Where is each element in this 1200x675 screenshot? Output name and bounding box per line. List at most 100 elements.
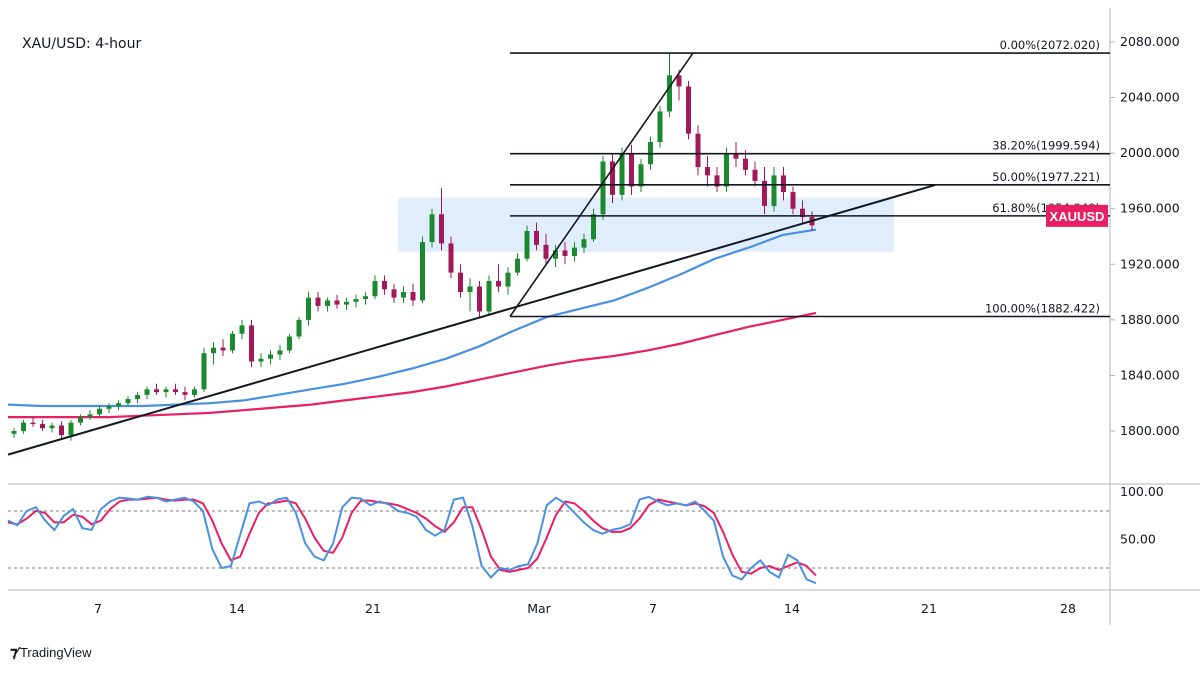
candle-body — [249, 325, 254, 362]
tradingview-logo: ⁊⁄ TradingView — [10, 643, 92, 661]
candle-body — [315, 297, 321, 306]
candle-body — [363, 296, 368, 300]
candle-body — [486, 280, 492, 312]
candle-body — [106, 405, 112, 409]
candle-body — [534, 230, 539, 245]
candle-body — [553, 250, 558, 259]
tradingview-logo-text: TradingView — [19, 644, 92, 660]
x-tick-label: Mar — [527, 601, 551, 616]
y-tick-label: 1880.000 — [1120, 312, 1180, 327]
candle-body — [781, 175, 786, 193]
x-tick-label: 14 — [784, 601, 800, 616]
candle-body — [733, 153, 739, 159]
candle-body — [458, 272, 463, 293]
candle-body — [724, 153, 729, 187]
candle-body — [230, 333, 235, 351]
oscillator-tick-label: 50.00 — [1120, 532, 1156, 547]
candle-body — [401, 292, 406, 298]
x-tick-label: 21 — [921, 601, 937, 616]
symbol-badge — [1046, 204, 1108, 227]
candle-body — [306, 297, 311, 320]
candle-body — [714, 175, 720, 187]
candle-body — [752, 169, 758, 181]
candle-body — [572, 247, 577, 256]
y-tick-label: 2000.000 — [1120, 145, 1180, 160]
fib-level-label: 38.20%(1999.594) — [992, 139, 1100, 153]
candle-body — [211, 347, 216, 354]
candle-body — [296, 319, 302, 337]
x-tick-label: 7 — [94, 601, 102, 616]
moving-average-line-1 — [7, 228, 817, 408]
x-tick-label: 7 — [649, 601, 657, 616]
candle-body — [743, 158, 748, 170]
candle-body — [30, 422, 36, 425]
candle-body — [173, 389, 178, 393]
candle-body — [239, 325, 245, 334]
candle-body — [439, 214, 444, 244]
candle-body — [686, 86, 691, 134]
candle-body — [695, 133, 701, 168]
support-zone — [398, 197, 894, 252]
y-tick-label: 2040.000 — [1120, 90, 1180, 105]
candle-body — [790, 192, 796, 209]
candle-body — [78, 417, 83, 423]
fib-level-label: 50.00%(1977.221) — [992, 170, 1100, 184]
chart-title: XAU/USD: 4-hour — [22, 36, 141, 52]
candle-body — [97, 408, 102, 415]
candle-body — [287, 336, 292, 351]
y-tick-label: 1800.000 — [1120, 423, 1180, 438]
candle-body — [496, 280, 501, 287]
candle-body — [49, 425, 55, 429]
candle-body — [705, 167, 710, 176]
candle-body — [154, 389, 159, 393]
candle-body — [638, 164, 644, 187]
candle-body — [420, 242, 425, 301]
candle-body — [258, 358, 264, 362]
x-tick-label: 28 — [1060, 601, 1076, 616]
candle-body — [11, 431, 17, 434]
candle-body — [391, 289, 397, 298]
candle-body — [591, 214, 596, 240]
candle-body — [543, 244, 549, 259]
fib-swing-line — [509, 52, 694, 317]
candle-body — [667, 75, 672, 112]
fib-level-label: 100.00%(1882.422) — [985, 301, 1100, 315]
candle-body — [771, 175, 777, 206]
y-tick-label: 2080.000 — [1120, 34, 1180, 49]
candle-body — [125, 399, 131, 404]
candle-body — [182, 392, 188, 395]
candle-body — [277, 350, 283, 355]
candle-body — [581, 239, 587, 248]
x-tick-label: 14 — [229, 601, 245, 616]
candle-body — [524, 230, 530, 259]
candle-body — [762, 180, 767, 206]
candle-body — [610, 161, 615, 195]
candle-body — [467, 286, 473, 293]
candle-body — [800, 208, 805, 218]
candle-body — [372, 280, 378, 297]
candle-body — [87, 414, 93, 418]
candle-body — [163, 389, 169, 393]
candle-body — [448, 243, 454, 273]
tradingview-logo-icon: ⁊⁄ — [10, 644, 18, 661]
candle-body — [344, 301, 349, 305]
candle-body — [562, 250, 568, 256]
candle-body — [505, 272, 511, 287]
y-tick-label: 1960.000 — [1120, 201, 1180, 216]
candle-body — [40, 424, 45, 429]
candle-body — [382, 280, 387, 290]
candle-body — [192, 389, 197, 395]
candle-body — [21, 422, 26, 431]
candle-body — [515, 258, 520, 273]
candle-body — [268, 354, 273, 359]
candle-body — [116, 403, 121, 406]
symbol-badge-text: XAUUSD — [1050, 209, 1105, 224]
stochastic-k-line — [7, 495, 817, 585]
rising-trendline — [7, 184, 936, 456]
candle-body — [220, 347, 226, 351]
candle-body — [600, 161, 606, 215]
candle-body — [334, 300, 340, 305]
y-tick-label: 1920.000 — [1120, 256, 1180, 271]
candle-body — [68, 422, 74, 436]
